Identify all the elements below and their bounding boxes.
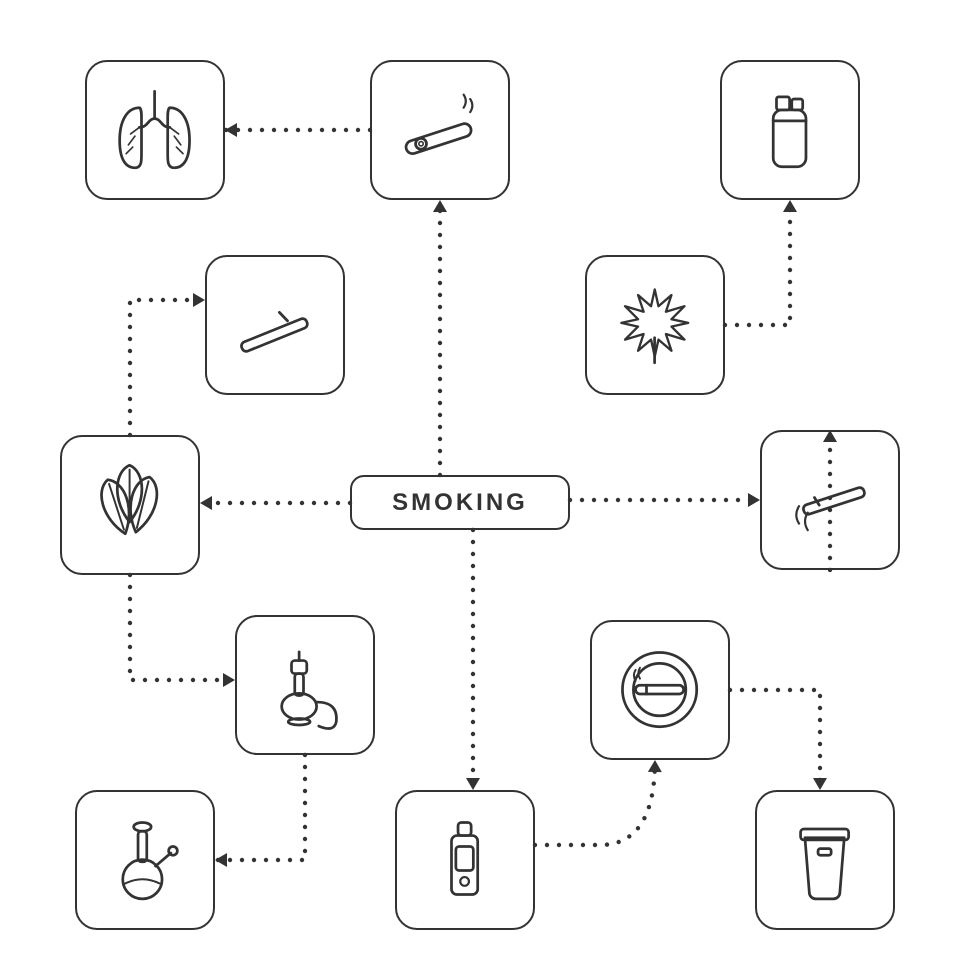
- burning-cigarette-icon: [760, 430, 900, 570]
- lungs-icon: [85, 60, 225, 200]
- trash-bin-icon: [755, 790, 895, 930]
- diagram-stage: SMOKING: [0, 0, 980, 980]
- cigarette-icon: [205, 255, 345, 395]
- cigar-icon: [370, 60, 510, 200]
- tobacco-leaves-icon: [60, 435, 200, 575]
- vape-icon: [395, 790, 535, 930]
- bong-icon: [75, 790, 215, 930]
- ashtray-icon: [590, 620, 730, 760]
- cannabis-leaf-icon: [585, 255, 725, 395]
- hookah-icon: [235, 615, 375, 755]
- center-label: SMOKING: [350, 475, 570, 530]
- lighter-icon: [720, 60, 860, 200]
